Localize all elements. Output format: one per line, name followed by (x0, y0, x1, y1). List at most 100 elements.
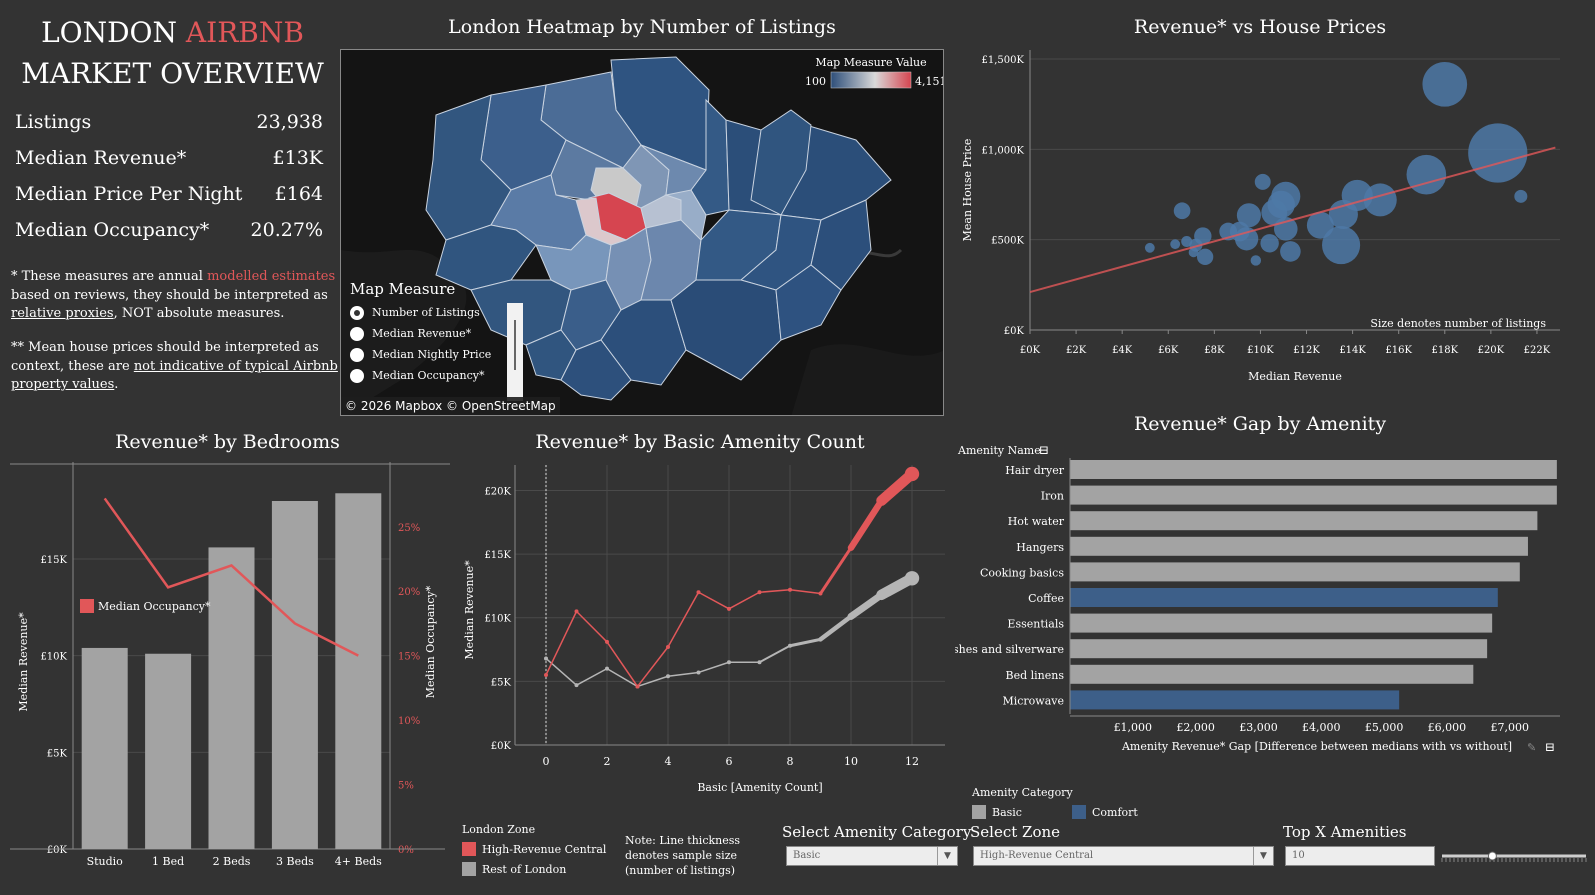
line-point[interactable] (876, 590, 887, 600)
gap-bar[interactable] (1070, 639, 1488, 659)
amenity-category-select[interactable]: Basic ▼ (786, 846, 958, 866)
borough[interactable] (435, 224, 537, 291)
borough[interactable] (750, 109, 812, 216)
line-point[interactable] (818, 591, 823, 596)
scatter-point[interactable] (1322, 226, 1361, 265)
gap-bar[interactable] (1070, 536, 1528, 556)
property-values-link[interactable]: property values (11, 377, 115, 392)
line-point[interactable] (544, 673, 548, 677)
scatter-point[interactable] (1306, 211, 1334, 239)
line-point[interactable] (818, 637, 823, 642)
map-measure-option[interactable]: Median Occupancy* (350, 365, 491, 386)
radio-icon[interactable] (350, 326, 364, 341)
pin-icon[interactable]: ✎ (1527, 741, 1536, 754)
map-measure-option[interactable]: Median Revenue* (350, 323, 491, 344)
line-point[interactable] (848, 545, 854, 551)
radio-icon[interactable] (350, 305, 364, 320)
scatter-point[interactable] (1363, 183, 1397, 217)
line-point[interactable] (788, 643, 792, 648)
scatter-point[interactable] (1250, 255, 1262, 266)
line-point[interactable] (666, 674, 670, 679)
zone-select[interactable]: High-Revenue Central ▼ (973, 846, 1274, 866)
revenue-bar[interactable] (81, 647, 128, 849)
line-point[interactable] (788, 587, 792, 592)
scatter-point[interactable] (1406, 154, 1447, 195)
scatter-point[interactable] (1273, 217, 1298, 241)
london-map[interactable]: Map Measure Value 100 4,151 Map Measure … (340, 49, 944, 416)
map-measure-option[interactable]: Median Nightly Price (350, 344, 491, 365)
scatter-point[interactable] (1170, 239, 1181, 250)
scatter-point[interactable] (1254, 173, 1271, 190)
line-point[interactable] (696, 670, 701, 675)
line-point[interactable] (605, 639, 609, 644)
gap-bar[interactable] (1070, 460, 1557, 479)
line-point[interactable] (574, 683, 579, 688)
line-point[interactable] (848, 613, 854, 620)
scatter-point[interactable] (1144, 242, 1155, 253)
occupancy-line[interactable] (103, 497, 359, 657)
borough[interactable] (775, 264, 842, 341)
gap-bar[interactable] (1070, 562, 1520, 582)
topx-slider[interactable] (1440, 848, 1590, 864)
revenue-bar[interactable] (335, 493, 382, 849)
line-point[interactable] (757, 660, 762, 665)
scatter-point[interactable] (1173, 202, 1191, 220)
line-point[interactable] (605, 666, 609, 671)
map-measure-option[interactable]: Number of Listings (350, 302, 491, 323)
revenue-bar[interactable] (145, 653, 192, 849)
radio-icon[interactable] (350, 347, 364, 362)
borough[interactable] (810, 199, 872, 291)
category-legend-item[interactable]: Comfort (1071, 802, 1138, 822)
category-legend-item[interactable]: Basic (972, 802, 1022, 822)
sort-icon[interactable]: ⊟ (1545, 740, 1555, 754)
map-zoom-handle[interactable] (514, 320, 516, 370)
topx-input[interactable]: 10 (1285, 846, 1435, 866)
scatter-point[interactable] (1514, 189, 1528, 203)
scatter-point[interactable] (1422, 61, 1468, 107)
radio-icon[interactable] (350, 368, 364, 383)
revenue-bar[interactable] (208, 547, 255, 849)
line-point[interactable] (904, 571, 920, 586)
gap-bar[interactable] (1070, 613, 1493, 633)
gap-bar[interactable] (1070, 690, 1400, 710)
revenue-vs-house-price-chart[interactable]: £0K £500K £1,000K £1,500K £0K £2K £4K £6K £8K £10… (955, 40, 1575, 395)
line-point[interactable] (696, 590, 701, 595)
revenue-bar[interactable] (271, 501, 318, 849)
dropdown-arrow-icon[interactable]: ▼ (937, 847, 957, 865)
sort-icon[interactable]: ⊟ (1039, 443, 1049, 457)
scatter-point[interactable] (1468, 123, 1528, 183)
relative-proxies-link[interactable]: relative proxies (11, 306, 114, 321)
scatter-point[interactable] (1234, 227, 1259, 251)
scatter-point[interactable] (1236, 203, 1261, 228)
line-point[interactable] (876, 495, 887, 506)
scatter-point[interactable] (1181, 235, 1193, 247)
line-point[interactable] (635, 684, 640, 689)
line-point[interactable] (727, 606, 731, 611)
gap-bar[interactable] (1070, 511, 1538, 531)
gap-bar[interactable] (1070, 485, 1557, 505)
not-indicative-link[interactable]: not indicative of typical Airbnb (133, 358, 338, 374)
gap-bar[interactable] (1070, 588, 1498, 607)
line-point[interactable] (666, 645, 670, 649)
scatter-point[interactable] (1271, 181, 1301, 211)
slider-thumb[interactable] (1487, 851, 1497, 861)
borough[interactable] (560, 339, 632, 401)
zone-legend-item[interactable]: High-Revenue Central (462, 839, 606, 859)
map-attribution[interactable]: © 2026 Mapbox © OpenStreetMap (341, 397, 560, 415)
revenue-by-amenity-count-chart[interactable]: £0K £5K £10K £15K £20K 0 2 4 6 8 10 12 Basic [Amenit… (455, 460, 950, 805)
scatter-point[interactable] (1196, 248, 1214, 265)
line-point[interactable] (544, 656, 548, 661)
line-point[interactable] (757, 590, 762, 595)
line-point[interactable] (904, 466, 920, 482)
line-point[interactable] (574, 609, 579, 614)
dropdown-arrow-icon[interactable]: ▼ (1253, 847, 1273, 865)
map-canvas[interactable]: Map Measure Value 100 4,151 (341, 50, 944, 416)
scatter-point[interactable] (1260, 234, 1279, 253)
line-point[interactable] (727, 660, 731, 665)
modelled-estimates-link[interactable]: modelled estimates (207, 269, 336, 284)
scatter-point[interactable] (1280, 241, 1301, 262)
revenue-by-bedrooms-chart[interactable]: £0K £5K £10K £15K 0% 5% 10% 15% 20% 25% Studio 1 Be… (0, 462, 450, 890)
zone-legend-item[interactable]: Rest of London (462, 859, 606, 879)
scatter-point[interactable] (1194, 227, 1212, 245)
